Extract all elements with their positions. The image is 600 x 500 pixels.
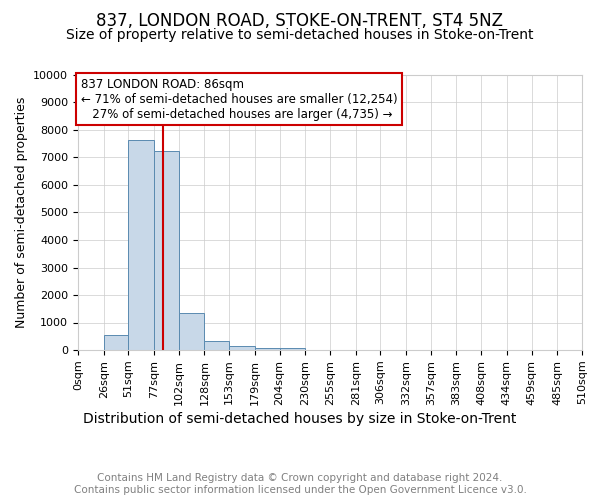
Bar: [128, 140, 154, 350]
Text: 837, LONDON ROAD, STOKE-ON-TRENT, ST4 5NZ: 837, LONDON ROAD, STOKE-ON-TRENT, ST4 5N…: [97, 12, 503, 30]
Bar: [104, 334, 128, 350]
Bar: [280, 348, 305, 350]
Text: Distribution of semi-detached houses by size in Stoke-on-Trent: Distribution of semi-detached houses by …: [83, 412, 517, 426]
Bar: [205, 342, 229, 350]
Bar: [255, 348, 280, 350]
Text: Size of property relative to semi-detached houses in Stoke-on-Trent: Size of property relative to semi-detach…: [66, 28, 534, 42]
Bar: [179, 313, 205, 350]
Bar: [229, 346, 255, 350]
Text: Contains HM Land Registry data © Crown copyright and database right 2024.
Contai: Contains HM Land Registry data © Crown c…: [74, 474, 526, 495]
Text: 837 LONDON ROAD: 86sqm
← 71% of semi-detached houses are smaller (12,254)
   27%: 837 LONDON ROAD: 86sqm ← 71% of semi-det…: [80, 78, 397, 120]
Y-axis label: Number of semi-detached properties: Number of semi-detached properties: [15, 97, 28, 328]
Bar: [154, 150, 179, 350]
